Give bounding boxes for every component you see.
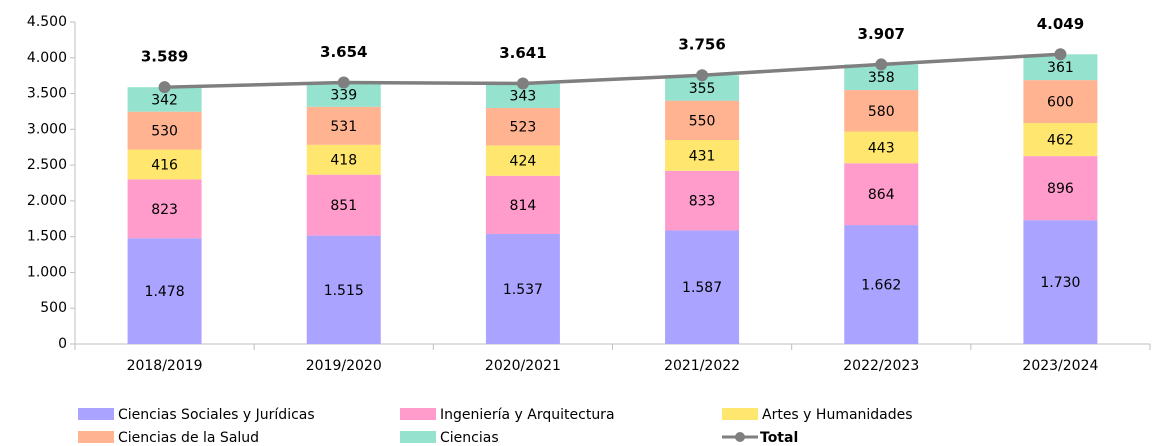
legend-label: Artes y Humanidades bbox=[762, 407, 913, 423]
data-label: 1.478 bbox=[145, 284, 185, 300]
legend-swatch bbox=[722, 408, 758, 420]
legend-swatch bbox=[735, 432, 745, 442]
y-tick-label: 2.500 bbox=[27, 157, 67, 173]
data-label: 1.662 bbox=[861, 278, 901, 294]
legend-label: Total bbox=[760, 430, 798, 446]
bar-segment bbox=[485, 234, 560, 344]
y-tick-label: 4.500 bbox=[27, 14, 67, 30]
y-tick-label: 500 bbox=[40, 300, 67, 316]
data-label: 1.587 bbox=[682, 280, 722, 296]
x-tick-label: 2019/2020 bbox=[306, 358, 382, 374]
bar-segment bbox=[485, 108, 560, 146]
data-label: 342 bbox=[151, 92, 178, 108]
legend-label: Ciencias bbox=[440, 430, 499, 446]
total-label: 3.756 bbox=[678, 36, 725, 54]
legend-swatch bbox=[78, 408, 114, 420]
data-label: 355 bbox=[689, 81, 716, 97]
data-label: 814 bbox=[510, 198, 537, 214]
bar-segment bbox=[306, 144, 381, 175]
bar-segment bbox=[306, 174, 381, 236]
data-label: 1.537 bbox=[503, 282, 543, 298]
total-label: 4.049 bbox=[1037, 15, 1084, 33]
bar-segment bbox=[127, 179, 202, 239]
data-label: 361 bbox=[1047, 60, 1074, 76]
data-label: 851 bbox=[330, 198, 357, 214]
total-point bbox=[1054, 48, 1067, 61]
x-tick-label: 2022/2023 bbox=[843, 358, 919, 374]
x-tick-label: 2021/2022 bbox=[664, 358, 740, 374]
data-label: 339 bbox=[330, 88, 357, 104]
total-point bbox=[158, 81, 171, 94]
y-tick-label: 4.000 bbox=[27, 50, 67, 66]
total-point bbox=[696, 69, 709, 82]
total-point bbox=[875, 58, 888, 71]
data-label: 1.730 bbox=[1040, 275, 1080, 291]
legend-label: Ciencias Sociales y Jurídicas bbox=[118, 407, 315, 423]
data-label: 864 bbox=[868, 187, 895, 203]
bar-segment bbox=[665, 170, 740, 231]
total-line bbox=[164, 52, 1061, 89]
bar-segment bbox=[127, 238, 202, 344]
bar-segment bbox=[1023, 220, 1098, 344]
data-label: 823 bbox=[151, 202, 178, 218]
bar-segment bbox=[1023, 80, 1098, 124]
data-label: 600 bbox=[1047, 95, 1074, 111]
bar-segment bbox=[844, 131, 919, 164]
bar-segment bbox=[665, 139, 740, 171]
y-tick-label: 1.000 bbox=[27, 264, 67, 280]
bar-segment bbox=[665, 230, 740, 344]
legend-label: Ciencias de la Salud bbox=[118, 430, 259, 446]
data-label: 462 bbox=[1047, 133, 1074, 149]
bar-segment bbox=[665, 100, 740, 140]
data-label: 424 bbox=[510, 154, 537, 170]
bar-segment bbox=[127, 111, 202, 150]
data-label: 431 bbox=[689, 148, 716, 164]
x-tick-label: 2020/2021 bbox=[485, 358, 561, 374]
data-label: 530 bbox=[151, 124, 178, 140]
data-label: 358 bbox=[868, 70, 895, 86]
bar-segment bbox=[485, 175, 560, 235]
data-label: 896 bbox=[1047, 181, 1074, 197]
total-point bbox=[337, 76, 350, 89]
legend-swatch bbox=[400, 431, 436, 443]
bar-segment bbox=[844, 90, 919, 132]
x-tick-label: 2018/2019 bbox=[127, 358, 203, 374]
bar-segment bbox=[306, 235, 381, 344]
data-label: 443 bbox=[868, 140, 895, 156]
data-label: 1.515 bbox=[324, 283, 364, 299]
data-label: 580 bbox=[868, 104, 895, 120]
bar-segment bbox=[485, 145, 560, 176]
y-tick-label: 3.000 bbox=[27, 121, 67, 137]
y-tick-label: 0 bbox=[58, 336, 67, 352]
total-label: 3.589 bbox=[141, 48, 188, 66]
total-point bbox=[516, 77, 529, 90]
total-label: 3.641 bbox=[499, 44, 546, 62]
legend-swatch bbox=[400, 408, 436, 420]
bar-segment bbox=[844, 163, 919, 226]
bar-segment bbox=[1023, 156, 1098, 221]
data-label: 550 bbox=[689, 113, 716, 129]
bar-segment bbox=[844, 225, 919, 344]
bar-segment bbox=[306, 106, 381, 145]
legend-label: Ingeniería y Arquitectura bbox=[440, 407, 615, 423]
data-label: 833 bbox=[689, 194, 716, 210]
data-label: 523 bbox=[510, 120, 537, 136]
data-label: 416 bbox=[151, 157, 178, 173]
x-tick-label: 2023/2024 bbox=[1022, 358, 1098, 374]
bar-segment bbox=[1023, 123, 1098, 157]
data-label: 531 bbox=[330, 119, 357, 135]
bar-segment bbox=[127, 149, 202, 180]
y-tick-label: 2.000 bbox=[27, 193, 67, 209]
total-label: 3.654 bbox=[320, 43, 367, 61]
legend-swatch bbox=[78, 431, 114, 443]
data-label: 418 bbox=[330, 153, 357, 169]
data-label: 343 bbox=[510, 89, 537, 105]
total-label: 3.907 bbox=[858, 25, 905, 43]
y-tick-label: 1.500 bbox=[27, 229, 67, 245]
y-tick-label: 3.500 bbox=[27, 86, 67, 102]
